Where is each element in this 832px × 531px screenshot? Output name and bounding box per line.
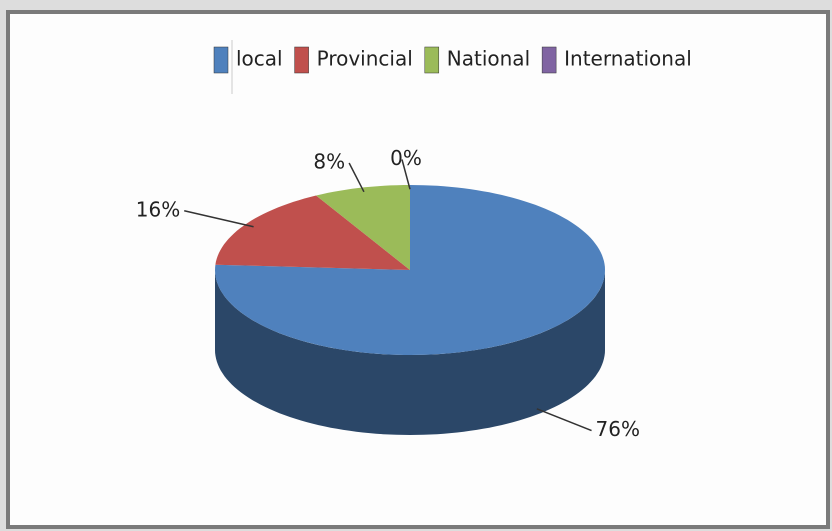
legend-swatch [295, 47, 309, 73]
legend-swatch [214, 47, 228, 73]
data-label: 16% [136, 197, 180, 221]
page: local Provincial National International 76%… [0, 0, 832, 531]
legend-label: Provincial [317, 47, 413, 71]
legend-swatch [542, 47, 556, 73]
legend-label: National [447, 47, 530, 71]
data-label: 76% [596, 417, 640, 441]
legend-label: local [236, 47, 283, 71]
legend-label: International [564, 47, 692, 71]
data-label: 8% [313, 149, 345, 173]
legend-swatch [425, 47, 439, 73]
data-label: 0% [390, 146, 422, 170]
chart: local Provincial National International 76%… [0, 0, 832, 531]
